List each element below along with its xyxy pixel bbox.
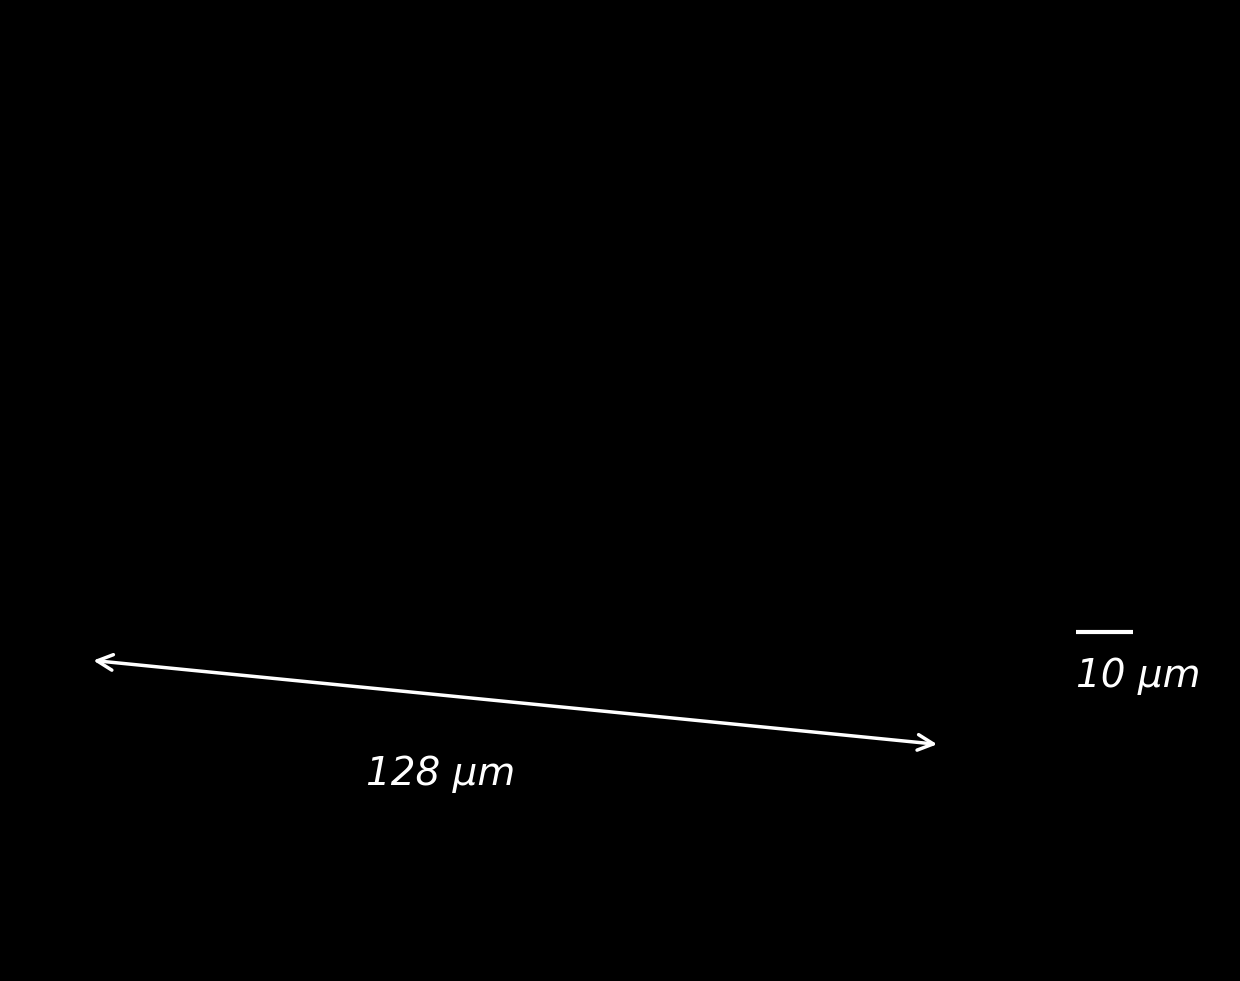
Text: 10 μm: 10 μm [1076, 657, 1200, 696]
Text: 128 μm: 128 μm [366, 754, 515, 793]
